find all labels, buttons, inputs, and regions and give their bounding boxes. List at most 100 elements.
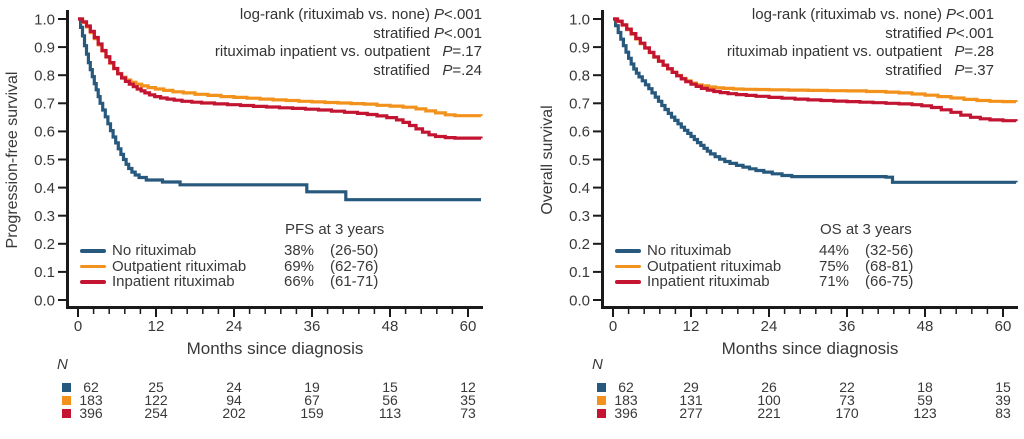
at-risk-count: 29 (683, 379, 699, 395)
y-tick-label: 0.2 (569, 236, 590, 253)
stat-annotations: log-rank (rituximab vs. none) P<.001 strat… (215, 6, 482, 80)
y-tick-label: 0.8 (569, 67, 590, 84)
legend-title: PFS at 3 years (285, 221, 385, 238)
x-tick-label: 48 (382, 318, 399, 335)
stat-line-label: stratified (885, 24, 942, 42)
x-minor-tick (893, 309, 895, 314)
at-risk-count: 131 (679, 392, 703, 408)
y-tick-label: 0.6 (34, 124, 55, 141)
legend-row: Outpatient rituximab 69% (62-76) (80, 258, 378, 275)
legend-row: Inpatient rituximab 71% (66-75) (615, 273, 914, 291)
at-risk-row: 183 122 94 67 56 35 (0, 392, 512, 408)
x-minor-tick (643, 309, 645, 314)
y-tick-label: 0.0 (569, 292, 590, 309)
stat-line-pvalue: P<.001 (942, 6, 994, 25)
y-tick-label: 1.0 (569, 11, 590, 28)
legend-ci: (68-81) (865, 257, 914, 275)
p-symbol: P (434, 24, 445, 42)
p-value-text: =.24 (452, 61, 482, 79)
y-tick (593, 270, 601, 273)
stat-line-label: stratified (373, 24, 430, 42)
y-axis-spine (601, 10, 604, 309)
x-minor-tick (830, 309, 833, 314)
x-axis-spine (66, 306, 483, 309)
stat-line-pvalue: P<.001 (942, 25, 994, 44)
x-minor-tick (373, 309, 376, 314)
legend-ci: (66-75) (865, 273, 914, 291)
x-minor-tick (358, 309, 360, 314)
stat-line: rituximab inpatient vs. outpatient P=.17 (215, 43, 482, 62)
legend-label: Outpatient rituximab (647, 257, 782, 275)
y-tick (58, 102, 66, 105)
x-minor-tick (295, 309, 298, 314)
at-risk-count: 159 (300, 405, 324, 421)
p-value-text: <.001 (444, 24, 482, 42)
legend-row: No rituximab 44% (32-56) (615, 242, 913, 259)
y-tick-label: 0.3 (569, 208, 590, 225)
y-tick-label: 1.0 (34, 11, 55, 28)
at-risk-count: 15 (382, 379, 398, 395)
blue-swatch-icon (62, 383, 71, 392)
pfs-panel: 1.0 0.9 0.8 0.7 0.6 0.5 0.4 0.3 0.2 0.1 0.0 0 12 24 36… (0, 6, 512, 421)
stat-line: stratified P<.001 (215, 25, 482, 44)
x-minor-tick (264, 309, 266, 314)
y-tick (58, 18, 66, 20)
y-tick (58, 214, 66, 217)
y-axis-spine (66, 10, 69, 309)
legend-value: 75% (819, 257, 850, 275)
y-tick (58, 158, 66, 161)
p-symbol: P (954, 43, 965, 60)
y-tick-label: 0.5 (34, 152, 55, 169)
p-symbol: P (442, 43, 453, 60)
at-risk-count: 254 (144, 405, 168, 421)
x-tick (846, 309, 848, 317)
y-tick-label: 0.0 (34, 292, 55, 309)
legend-row: Inpatient rituximab 66% (61-71) (80, 273, 378, 290)
x-tick (612, 309, 614, 317)
at-risk-count: 18 (917, 379, 933, 395)
x-minor-tick (92, 309, 95, 314)
y-tick (593, 158, 601, 161)
y-axis-label: Overall survival (539, 105, 556, 215)
y-tick-label: 0.4 (34, 180, 55, 197)
at-risk-count: 56 (382, 392, 398, 408)
x-minor-tick (799, 309, 801, 314)
x-minor-tick (170, 309, 173, 314)
stat-line-pvalue: P=.17 (430, 43, 482, 62)
p-value-text: =.37 (964, 61, 994, 79)
at-risk-row: 62 25 24 19 15 12 (0, 379, 512, 395)
at-risk-count: 277 (679, 405, 703, 421)
y-tick-label: 0.7 (569, 96, 590, 113)
at-risk-count: 183 (614, 392, 638, 408)
at-risk-row: 183 131 100 73 59 39 (535, 392, 1024, 408)
x-minor-tick (436, 309, 438, 314)
p-symbol: P (434, 6, 445, 23)
stat-line-label: stratified (885, 61, 942, 79)
x-tick-label: 0 (609, 318, 617, 335)
x-tick (311, 309, 313, 317)
stat-line: stratified P=.24 (215, 62, 482, 81)
blue-swatch-icon (80, 249, 106, 253)
at-risk-count: 396 (79, 405, 103, 421)
x-tick (233, 309, 235, 317)
red-swatch-icon (62, 409, 71, 418)
x-tick-label: 36 (304, 318, 321, 335)
x-tick (924, 309, 926, 317)
x-minor-tick (971, 309, 973, 314)
orange-swatch-icon (597, 396, 606, 405)
x-minor-tick (752, 309, 755, 314)
stat-line-label: log-rank (rituximab vs. none) (239, 6, 430, 23)
x-tick (690, 309, 692, 317)
at-risk-count: 73 (839, 392, 855, 408)
x-tick-label: 60 (460, 318, 477, 335)
blue-swatch-icon (615, 249, 641, 253)
at-risk-n-label: N (57, 356, 68, 373)
stat-line-pvalue: P=.37 (942, 62, 994, 81)
legend-label: Inpatient rituximab (647, 273, 770, 291)
x-minor-tick (783, 309, 786, 314)
y-tick (593, 214, 601, 217)
p-symbol: P (954, 61, 965, 79)
p-symbol: P (946, 6, 957, 23)
at-risk-count: 221 (757, 405, 781, 421)
x-minor-tick (986, 309, 989, 314)
